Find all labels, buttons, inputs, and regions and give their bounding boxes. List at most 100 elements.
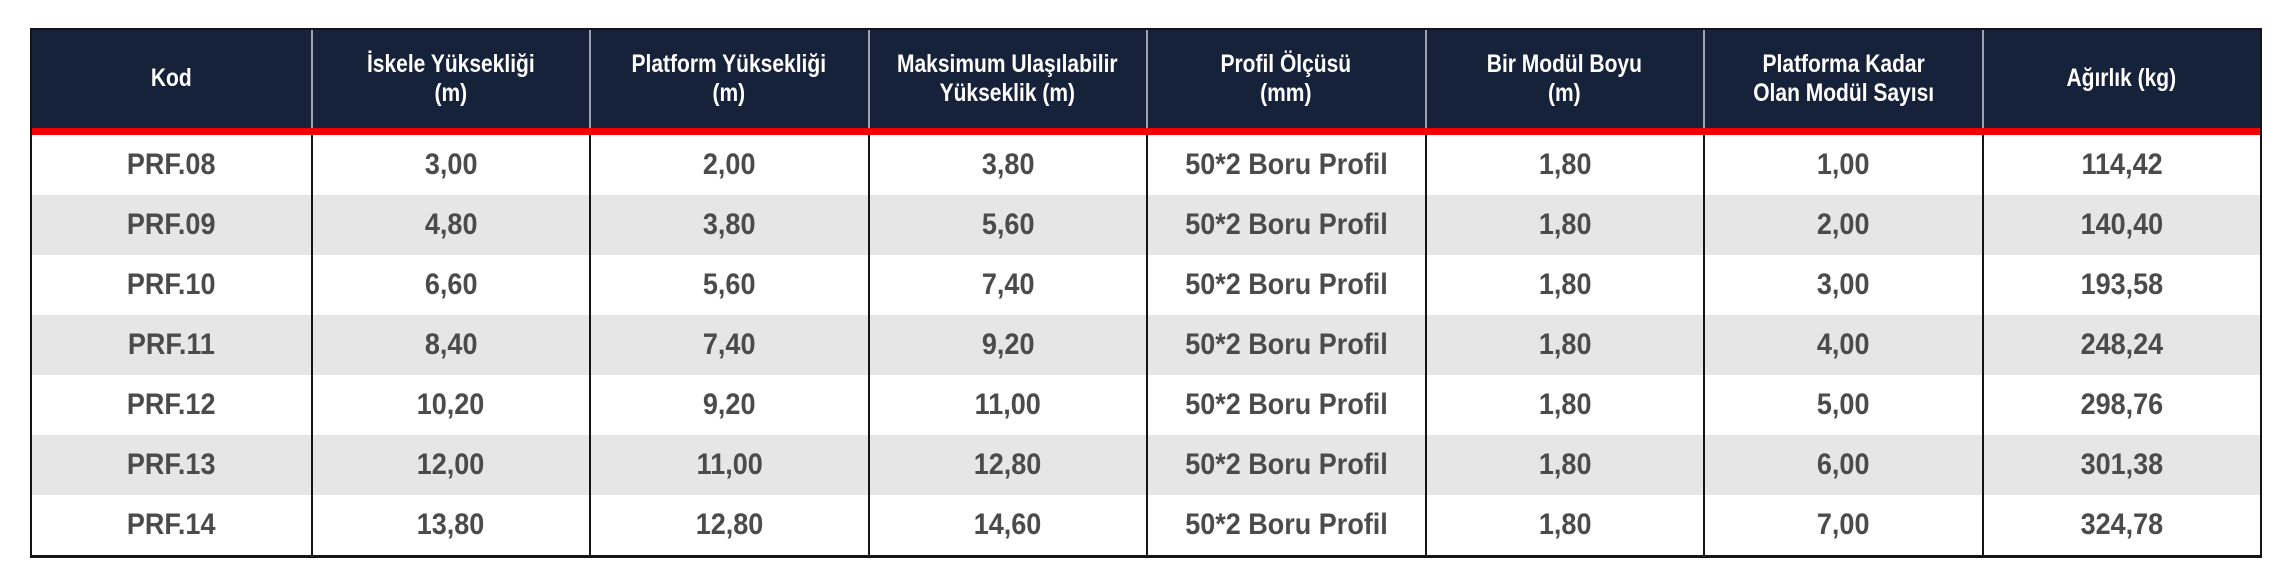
table-row: PRF.14 13,80 12,80 14,60 50*2 Boru Profil 1,8… — [32, 495, 2260, 555]
cell-value: 50*2 Boru Profil — [1184, 328, 1388, 361]
cell-value: 7,40 — [981, 268, 1035, 301]
cell-value: 1,80 — [1538, 508, 1592, 541]
cell-platform-yuksekligi: 7,40 — [589, 315, 868, 375]
cell-value: 1,80 — [1538, 328, 1592, 361]
cell-agirlik: 140,40 — [1981, 195, 2261, 255]
cell-value: PRF.08 — [126, 148, 216, 181]
cell-value: 50*2 Boru Profil — [1184, 388, 1388, 421]
cell-maksimum-ulasilabilir-yukseklik: 7,40 — [867, 255, 1147, 315]
cell-maksimum-ulasilabilir-yukseklik: 12,80 — [867, 435, 1147, 495]
cell-iskele-yuksekligi: 12,00 — [310, 435, 590, 495]
cell-profil-olcusu: 50*2 Boru Profil — [1146, 435, 1425, 495]
cell-maksimum-ulasilabilir-yukseklik: 9,20 — [867, 315, 1147, 375]
cell-value: 13,80 — [416, 508, 485, 541]
cell-platform-yuksekligi: 9,20 — [589, 375, 868, 435]
table-row: PRF.10 6,60 5,60 7,40 50*2 Boru Profil 1,80 3,… — [32, 255, 2260, 315]
cell-profil-olcusu: 50*2 Boru Profil — [1146, 495, 1425, 555]
column-header-kod: Kod — [150, 64, 192, 93]
table-row: PRF.13 12,00 11,00 12,80 50*2 Boru Profil 1,8… — [32, 435, 2260, 495]
cell-kod: PRF.11 — [32, 315, 311, 375]
cell-value: 193,58 — [2080, 268, 2164, 301]
table-header-row: Kod İskele Yüksekliği (m) Platform Yüksekli… — [32, 30, 2260, 128]
cell-iskele-yuksekligi: 6,60 — [310, 255, 590, 315]
cell-maksimum-ulasilabilir-yukseklik: 3,80 — [867, 135, 1147, 195]
cell-agirlik: 298,76 — [1981, 375, 2261, 435]
cell-bir-modul-boyu: 1,80 — [1424, 135, 1704, 195]
cell-bir-modul-boyu: 1,80 — [1424, 195, 1704, 255]
cell-value: 11,00 — [974, 388, 1041, 421]
column-header-bir-modul-boyu: Bir Modül Boyu (m) — [1424, 30, 1704, 128]
cell-agirlik: 248,24 — [1981, 315, 2261, 375]
cell-value: 50*2 Boru Profil — [1184, 208, 1388, 241]
cell-platform-yuksekligi: 3,80 — [589, 195, 868, 255]
cell-value: 12,80 — [695, 508, 764, 541]
cell-kod: PRF.14 — [32, 495, 311, 555]
cell-value: 11,00 — [696, 448, 763, 481]
cell-platforma-kadar-modul-sayisi: 3,00 — [1703, 255, 1982, 315]
cell-platform-yuksekligi: 12,80 — [589, 495, 868, 555]
cell-value: 3,80 — [702, 208, 756, 241]
cell-kod: PRF.09 — [32, 195, 311, 255]
cell-bir-modul-boyu: 1,80 — [1424, 495, 1704, 555]
cell-value: 1,80 — [1538, 268, 1592, 301]
column-header-platform-yuksekligi: Platform Yüksekliği (m) — [589, 30, 868, 128]
cell-value: PRF.13 — [126, 448, 216, 481]
cell-profil-olcusu: 50*2 Boru Profil — [1146, 315, 1425, 375]
cell-value: 5,00 — [1816, 388, 1870, 421]
cell-value: 3,00 — [424, 148, 478, 181]
cell-value: PRF.11 — [127, 328, 215, 361]
cell-bir-modul-boyu: 1,80 — [1424, 435, 1704, 495]
cell-value: 298,76 — [2080, 388, 2164, 421]
cell-value: PRF.12 — [126, 388, 216, 421]
cell-value: 140,40 — [2080, 208, 2164, 241]
cell-platforma-kadar-modul-sayisi: 6,00 — [1703, 435, 1982, 495]
cell-value: 9,20 — [981, 328, 1035, 361]
cell-value: 9,20 — [702, 388, 756, 421]
table-row: PRF.11 8,40 7,40 9,20 50*2 Boru Profil 1,80 4,… — [32, 315, 2260, 375]
header-accent-bar — [32, 128, 2260, 135]
cell-agirlik: 114,42 — [1981, 135, 2261, 195]
table-row: PRF.12 10,20 9,20 11,00 50*2 Boru Profil 1,80… — [32, 375, 2260, 435]
cell-iskele-yuksekligi: 10,20 — [310, 375, 590, 435]
cell-value: 6,00 — [1816, 448, 1870, 481]
cell-value: 1,80 — [1538, 448, 1592, 481]
cell-value: 6,60 — [424, 268, 478, 301]
cell-value: PRF.09 — [126, 208, 216, 241]
cell-value: 7,40 — [702, 328, 756, 361]
cell-value: 3,80 — [981, 148, 1035, 181]
cell-iskele-yuksekligi: 8,40 — [310, 315, 590, 375]
cell-platforma-kadar-modul-sayisi: 1,00 — [1703, 135, 1982, 195]
cell-value: PRF.14 — [126, 508, 216, 541]
cell-platforma-kadar-modul-sayisi: 5,00 — [1703, 375, 1982, 435]
cell-kod: PRF.13 — [32, 435, 311, 495]
cell-agirlik: 324,78 — [1981, 495, 2261, 555]
cell-value: 50*2 Boru Profil — [1184, 508, 1388, 541]
cell-profil-olcusu: 50*2 Boru Profil — [1146, 135, 1425, 195]
cell-maksimum-ulasilabilir-yukseklik: 11,00 — [867, 375, 1147, 435]
cell-value: 301,38 — [2080, 448, 2164, 481]
cell-iskele-yuksekligi: 3,00 — [310, 135, 590, 195]
cell-profil-olcusu: 50*2 Boru Profil — [1146, 255, 1425, 315]
table-row: PRF.08 3,00 2,00 3,80 50*2 Boru Profil 1,80 1,… — [32, 135, 2260, 195]
column-header-profil-olcusu: Profil Ölçüsü (mm) — [1146, 30, 1425, 128]
cell-value: 12,80 — [973, 448, 1042, 481]
cell-value: 10,20 — [416, 388, 485, 421]
cell-value: 1,80 — [1538, 148, 1592, 181]
column-header-agirlik: Ağırlık (kg) — [1981, 30, 2261, 128]
cell-profil-olcusu: 50*2 Boru Profil — [1146, 375, 1425, 435]
cell-platform-yuksekligi: 5,60 — [589, 255, 868, 315]
table-row: PRF.09 4,80 3,80 5,60 50*2 Boru Profil 1,80 2,… — [32, 195, 2260, 255]
cell-value: 4,00 — [1816, 328, 1870, 361]
cell-value: 3,00 — [1816, 268, 1870, 301]
cell-bir-modul-boyu: 1,80 — [1424, 255, 1704, 315]
table-body: PRF.08 3,00 2,00 3,80 50*2 Boru Profil 1,80 1,… — [32, 135, 2260, 555]
cell-value: 8,40 — [424, 328, 478, 361]
cell-bir-modul-boyu: 1,80 — [1424, 375, 1704, 435]
cell-value: 50*2 Boru Profil — [1184, 148, 1388, 181]
cell-value: 248,24 — [2080, 328, 2164, 361]
cell-iskele-yuksekligi: 13,80 — [310, 495, 590, 555]
cell-agirlik: 301,38 — [1981, 435, 2261, 495]
cell-value: 5,60 — [702, 268, 756, 301]
cell-value: 5,60 — [981, 208, 1035, 241]
column-header-iskele-yuksekligi: İskele Yüksekliği (m) — [310, 30, 590, 128]
